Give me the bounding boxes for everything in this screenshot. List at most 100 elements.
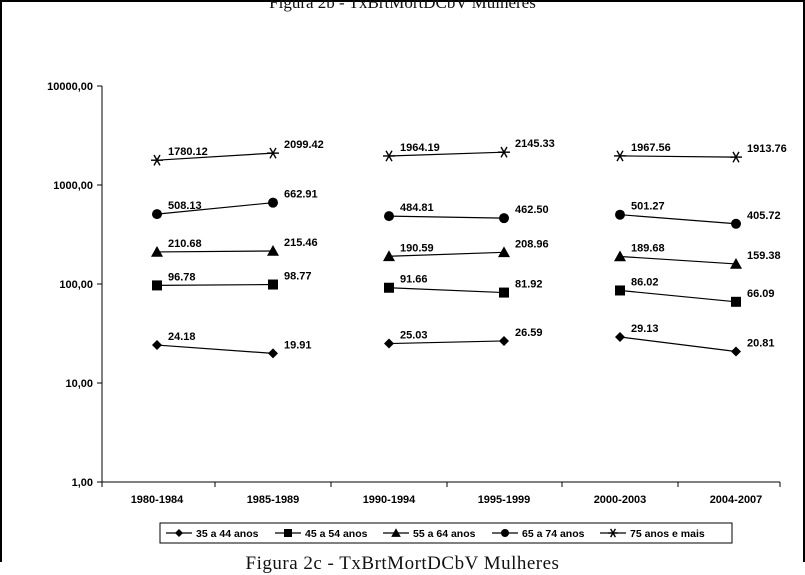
data-label: 26.59 [515,327,543,339]
y-tick-label: 1000,00 [53,180,93,192]
data-label: 81.92 [515,279,543,291]
figure-title: Figura 2c - TxBrtMortDCbV Mulheres [245,553,560,574]
data-label: 1780.12 [168,146,208,158]
data-label: 91.66 [400,274,428,286]
data-label: 208.96 [515,238,549,250]
series-line-segment [619,255,737,265]
x-tick-label: 1990-1994 [363,494,416,506]
data-label: 25.03 [400,330,428,342]
legend-marker [284,529,292,537]
series-line-segment [156,344,274,354]
series-line-segment [619,155,737,158]
data-point [615,209,625,220]
legend-label: 65 a 74 anos [522,528,585,540]
series-line-segment [619,336,737,353]
series-line-segment [156,250,274,253]
data-point [614,150,626,162]
data-label: 1964.19 [400,142,440,154]
data-point [151,154,163,166]
data-label: 508.13 [168,200,202,212]
legend-marker [501,529,509,537]
data-label: 66.09 [747,288,775,300]
y-tick-label: 10,00 [65,378,93,390]
series-line-segment [388,251,505,257]
data-label: 484.81 [400,202,434,214]
data-point [731,218,741,229]
data-label: 20.81 [747,337,775,349]
data-point [499,335,509,346]
legend-item: 55 a 64 anos [383,528,476,540]
data-point [152,340,162,351]
series-line-segment [156,152,274,161]
data-point [499,287,509,298]
data-label: 1913.76 [747,143,787,155]
series-line-segment [156,283,274,287]
data-label: 98.77 [284,271,312,283]
data-point [730,151,742,163]
data-point [730,257,742,269]
data-label: 159.38 [747,250,781,262]
data-point [268,197,278,208]
x-tick-label: 1980-1984 [131,494,184,506]
data-point [152,280,162,291]
data-label: 662.91 [284,189,318,201]
data-point [268,348,278,359]
legend-marker [608,528,618,538]
figure-frame: Figura 2b - TxBrtMortDCbV Mulheres [0,0,805,562]
legend-item: 45 a 54 anos [275,528,368,540]
data-point [615,332,625,343]
data-point [151,245,163,257]
legend-marker [391,528,401,537]
series-line-segment [388,215,505,219]
series-line-segment [388,151,505,157]
legend-label: 75 anos e mais [630,528,705,540]
data-point [152,209,162,220]
series-45-a-54-anos: 96.78 98.77 91.66 81.92 86.02 66.09 [152,271,775,307]
data-label: 210.68 [168,238,202,250]
data-label: 29.13 [631,323,659,335]
data-point [268,279,278,290]
legend-marker [175,529,183,537]
y-tick-label: 10000,00 [47,81,93,93]
legend-label: 45 a 54 anos [305,528,368,540]
data-label: 2145.33 [515,138,555,150]
data-point [383,250,395,262]
legend-box [159,522,733,544]
x-tick-label: 2004-2007 [710,494,763,506]
data-point [731,346,741,357]
y-tick-label: 100,00 [59,279,93,291]
series-35-a-44-anos: 24.18 19.91 25.03 26.59 29.13 20.81 [152,323,775,359]
x-tick-label: 1985-1989 [247,494,300,506]
data-label: 405.72 [747,210,781,222]
data-point [615,285,625,296]
data-point [384,338,394,349]
data-label: 190.59 [400,242,434,254]
data-point [384,211,394,222]
x-tick-label: 2000-2003 [594,494,647,506]
series-line-segment [156,202,274,215]
data-label: 501.27 [631,201,665,213]
series-line-segment [619,214,737,225]
data-label: 1967.56 [631,142,671,154]
data-point [267,244,279,256]
data-label: 2099.42 [284,139,324,151]
data-label: 96.78 [168,271,196,283]
legend-item: 65 a 74 anos [492,528,585,540]
series-line-segment [619,289,737,303]
data-label: 86.02 [631,276,659,288]
legend-item: 35 a 44 anos [166,528,259,540]
data-label: 462.50 [515,204,549,216]
data-point [614,250,626,262]
legend-item: 75 anos e mais [600,528,705,540]
data-label: 189.68 [631,242,665,254]
series-65-a-74-anos: 508.13 662.91 484.81 462.50 501.27 405.72 [152,189,781,229]
data-label: 215.46 [284,237,318,249]
legend-label: 55 a 64 anos [413,528,476,540]
series-55-a-64-anos: 210.68 215.46 190.59 208.96 189.68 159.38 [151,237,781,269]
series-75-anos-e-mais: 1780.12 2099.42 1964.19 2145.33 1967.56 1913.… [151,138,787,166]
x-tick-label: 1995-1999 [478,494,531,506]
series-line-segment [388,287,505,294]
data-point [499,213,509,224]
series-line-segment [388,340,505,345]
